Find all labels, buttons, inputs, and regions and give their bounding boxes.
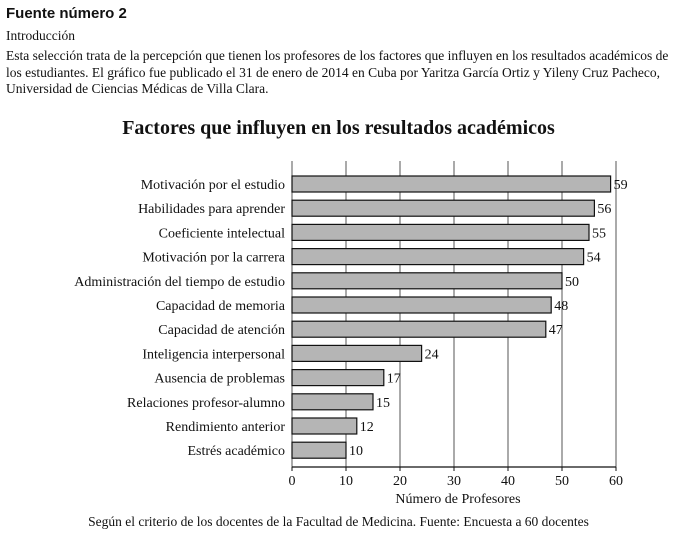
x-tick-label: 30: [447, 474, 461, 489]
value-label: 54: [587, 251, 601, 266]
value-label: 56: [597, 202, 611, 217]
intro-text: Esta selección trata de la percepción qu…: [6, 48, 669, 96]
category-label: Motivación por el estudio: [141, 178, 285, 193]
chart-title: Factores que influyen en los resultados …: [122, 117, 555, 139]
x-tick-label: 60: [609, 474, 623, 489]
category-label: Habilidades para aprender: [138, 202, 285, 217]
bar: [291, 417, 358, 435]
bar: [291, 320, 547, 338]
bar: [291, 272, 563, 290]
bar: [291, 393, 374, 411]
x-tick-label: 0: [289, 474, 296, 489]
bar: [291, 296, 552, 314]
category-label: Inteligencia interpersonal: [142, 347, 285, 362]
value-label: 24: [425, 347, 439, 362]
category-label: Rendimiento anterior: [166, 420, 286, 435]
bar: [291, 369, 385, 387]
category-label: Capacidad de atención: [158, 323, 285, 338]
value-label: 15: [376, 396, 390, 411]
bar-chart: Motivación por el estudio Habilidades par…: [74, 161, 628, 507]
source-title: Fuente número 2: [6, 5, 127, 22]
category-label: Estrés académico: [187, 444, 285, 459]
bar: [291, 199, 595, 217]
value-label: 55: [592, 226, 606, 241]
x-tick-label: 10: [339, 474, 353, 489]
intro-label: Introducción: [6, 28, 75, 43]
bar: [291, 175, 612, 193]
bar: [291, 247, 585, 266]
category-label: Coeficiente intelectual: [159, 226, 285, 241]
value-label: 47: [549, 323, 563, 338]
category-label: Relaciones profesor-alumno: [127, 396, 285, 411]
x-axis-label: Número de Profesores: [395, 492, 520, 507]
x-tick-label: 20: [393, 474, 407, 489]
value-label: 50: [565, 275, 579, 290]
bar: [291, 223, 590, 242]
category-label: Administración del tiempo de estudio: [74, 275, 285, 290]
value-label: 48: [554, 299, 568, 314]
category-label: Ausencia de problemas: [154, 372, 285, 387]
x-axis: 0 10 20 30 40 50 60: [289, 466, 623, 489]
category-label: Motivación por la carrera: [142, 251, 285, 266]
value-label: 12: [360, 420, 374, 435]
bars: [291, 175, 612, 459]
bar: [291, 344, 423, 362]
category-labels: Motivación por el estudio Habilidades par…: [74, 178, 286, 459]
bar: [291, 441, 347, 459]
x-tick-label: 50: [555, 474, 569, 489]
chart-footer-note: Según el criterio de los docentes de la …: [88, 514, 589, 529]
x-tick-label: 40: [501, 474, 515, 489]
value-label: 17: [387, 372, 401, 387]
value-label: 10: [349, 444, 363, 459]
category-label: Capacidad de memoria: [156, 299, 286, 314]
value-label: 59: [614, 178, 628, 193]
